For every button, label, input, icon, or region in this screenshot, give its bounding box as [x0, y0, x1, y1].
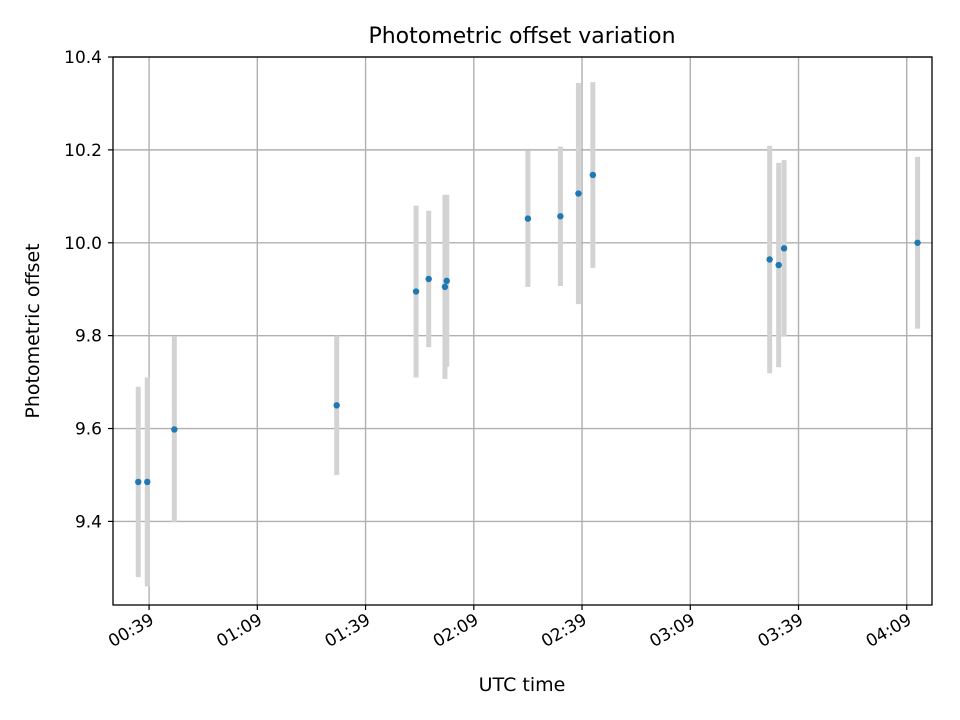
data-point — [557, 213, 564, 220]
data-point — [524, 215, 532, 222]
data-point — [144, 478, 151, 486]
data-point — [333, 402, 340, 409]
x-tick-label: 02:39 — [538, 610, 590, 652]
y-tick-label: 9.8 — [75, 327, 102, 347]
y-tick-label: 9.6 — [75, 420, 102, 440]
data-point — [589, 171, 597, 179]
data-point — [575, 190, 582, 197]
data-point — [425, 275, 432, 283]
x-tick-label: 00:39 — [105, 610, 157, 652]
y-tick-label: 10.0 — [64, 234, 102, 254]
x-tick-label: 01:09 — [213, 610, 265, 652]
data-point — [135, 478, 142, 486]
y-tick-label: 10.2 — [64, 141, 102, 161]
data-point — [441, 283, 449, 291]
data-point — [171, 426, 178, 433]
errorbar-layer — [135, 82, 921, 587]
x-axis-label: UTC time — [479, 674, 566, 696]
x-tick-label: 04:09 — [863, 610, 915, 652]
data-point — [443, 277, 450, 285]
y-tick-label: 9.4 — [75, 512, 102, 532]
x-tick-label: 02:09 — [430, 610, 482, 652]
y-tick-label: 10.4 — [64, 48, 102, 68]
chart-title: Photometric offset variation — [368, 24, 675, 49]
data-point — [914, 239, 921, 246]
plot-frame — [112, 56, 933, 606]
x-tick-label: 01:39 — [322, 610, 374, 652]
data-point — [780, 245, 788, 252]
data-point — [412, 288, 420, 295]
data-point — [766, 256, 773, 263]
data-point — [775, 261, 782, 269]
point-layer — [135, 171, 921, 486]
y-axis-label: Photometric offset — [22, 243, 44, 418]
x-tick-label: 03:09 — [646, 610, 698, 652]
x-tick-label: 03:39 — [755, 610, 807, 652]
grid-layer — [113, 56, 932, 605]
tick-layer: 00:39 01:09 01:39 02:09 02:39 03:09 03:39 04:09… — [64, 48, 915, 652]
